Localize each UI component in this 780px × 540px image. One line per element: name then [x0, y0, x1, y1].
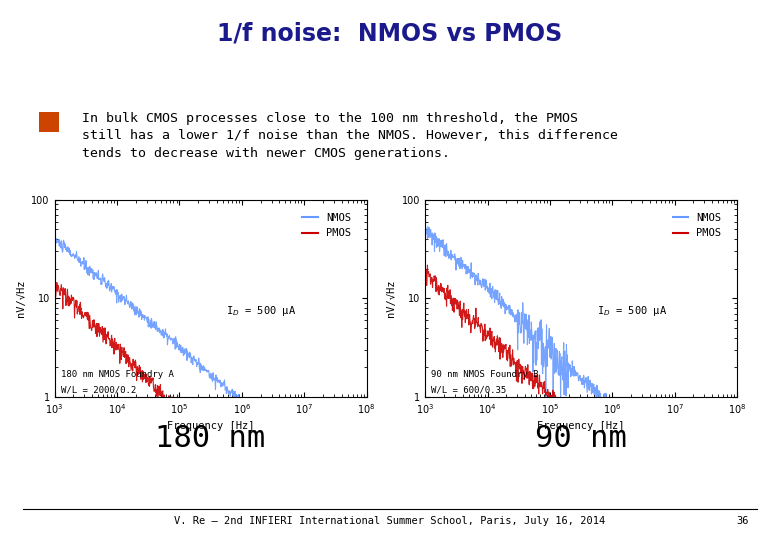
Text: 90 nm: 90 nm [535, 424, 627, 453]
X-axis label: Frequency [Hz]: Frequency [Hz] [167, 421, 254, 431]
Text: W/L = 2000/0.2: W/L = 2000/0.2 [61, 386, 136, 395]
Text: I$_D$ = 500 μA: I$_D$ = 500 μA [226, 304, 296, 318]
Legend: NMOS, PMOS: NMOS, PMOS [298, 209, 355, 242]
Text: W/L = 600/0.35: W/L = 600/0.35 [431, 386, 506, 395]
Text: 36: 36 [736, 516, 749, 526]
Legend: NMOS, PMOS: NMOS, PMOS [668, 209, 725, 242]
Text: In bulk CMOS processes close to the 100 nm threshold, the PMOS
still has a lower: In bulk CMOS processes close to the 100 … [82, 112, 618, 160]
Text: I$_D$ = 500 μA: I$_D$ = 500 μA [597, 304, 667, 318]
Y-axis label: nV/√Hz: nV/√Hz [16, 280, 26, 317]
Text: 180 nm NMOS Foundry A: 180 nm NMOS Foundry A [61, 370, 174, 379]
X-axis label: Frequency [Hz]: Frequency [Hz] [537, 421, 625, 431]
Y-axis label: nV/√Hz: nV/√Hz [386, 280, 396, 317]
Text: V. Re – 2nd INFIERI International Summer School, Paris, July 16, 2014: V. Re – 2nd INFIERI International Summer… [175, 516, 605, 526]
Text: 90 nm NMOS Foundry B: 90 nm NMOS Foundry B [431, 370, 539, 379]
Text: 180 nm: 180 nm [155, 424, 266, 453]
Text: 1/f noise:  NMOS vs PMOS: 1/f noise: NMOS vs PMOS [218, 22, 562, 45]
